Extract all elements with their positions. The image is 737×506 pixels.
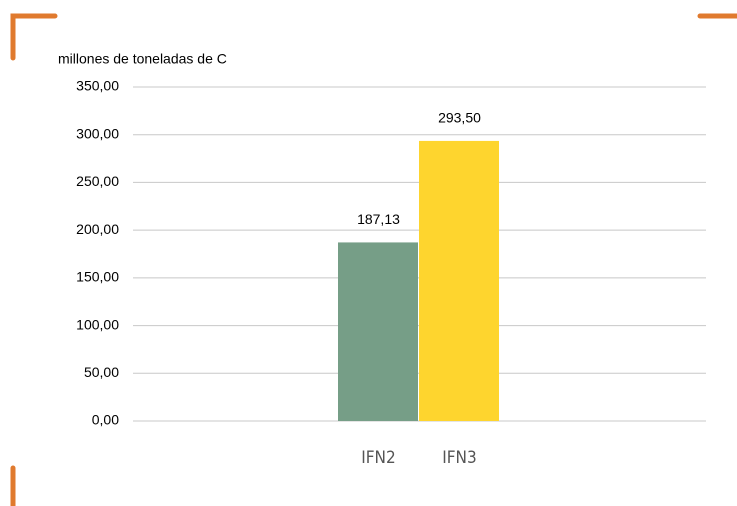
y-tick-label: 100,00 [76, 316, 119, 332]
bar [419, 140, 499, 421]
y-tick-label: 200,00 [76, 221, 119, 237]
y-tick-label: 50,00 [84, 364, 119, 380]
y-tick-label: 0,00 [92, 412, 119, 428]
x-tick-label: IFN2 [361, 448, 395, 468]
y-tick-label: 250,00 [76, 173, 119, 189]
value-label: 187,13 [357, 211, 400, 227]
value-label: 293,50 [438, 110, 481, 126]
y-tick-label: 150,00 [76, 269, 119, 285]
y-tick-label: 300,00 [76, 125, 119, 141]
decoration [10, 13, 737, 506]
y-tick-label: 350,00 [76, 78, 119, 94]
y-axis-title: millones de toneladas de C [58, 51, 227, 67]
bar [338, 242, 418, 421]
corner-top-left [10, 13, 58, 61]
x-tick-label: IFN3 [442, 448, 476, 468]
